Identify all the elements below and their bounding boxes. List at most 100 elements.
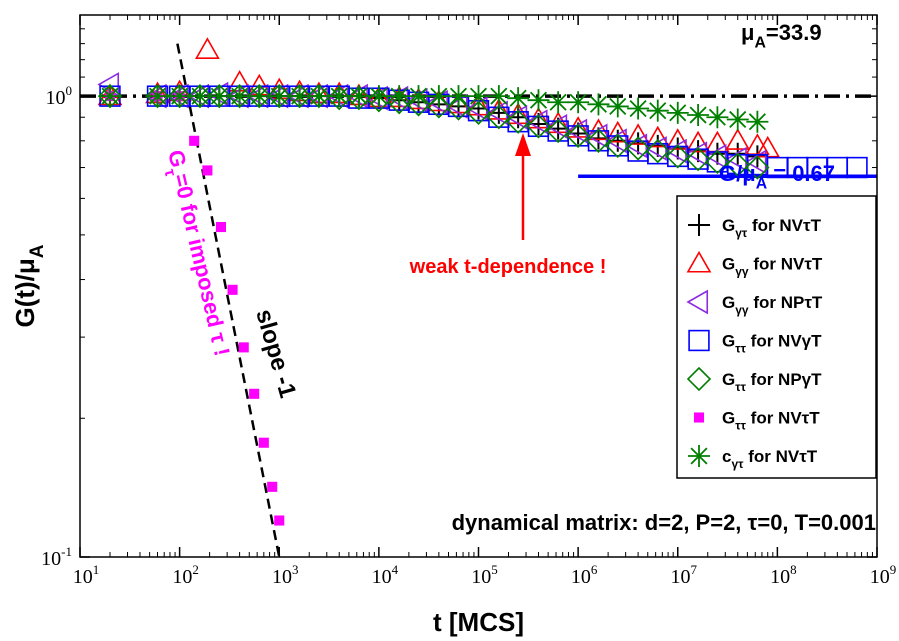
annotation-mu-a: μA=33.9 xyxy=(741,20,822,52)
x-tick-label: 107 xyxy=(671,562,698,588)
data-point xyxy=(685,130,711,153)
x-tick-label: 103 xyxy=(272,562,299,588)
data-point xyxy=(188,85,211,108)
data-point xyxy=(447,85,470,108)
data-point xyxy=(587,93,610,116)
y-tick-label: 100 xyxy=(46,83,73,109)
data-point xyxy=(367,85,390,108)
axis-ticks: 101 102 103 104 105 106 107 108 109 10-1 100 xyxy=(41,14,896,588)
data-point xyxy=(565,123,591,149)
y-axis-title: G(t)/μA xyxy=(10,244,48,327)
data-point xyxy=(406,92,431,117)
data-point xyxy=(249,388,260,399)
data-point xyxy=(605,133,630,159)
data-point xyxy=(704,144,727,169)
data-point xyxy=(267,481,278,492)
data-point xyxy=(248,85,271,108)
annotation-plateau: G/μA = 0.67 xyxy=(719,161,835,193)
data-point xyxy=(706,106,729,129)
data-point xyxy=(486,105,511,130)
data-point xyxy=(645,138,670,164)
data-point xyxy=(506,109,531,134)
legend-label: Gγγ for NVτT xyxy=(722,255,823,279)
data-point xyxy=(606,95,629,118)
data-point xyxy=(466,100,491,125)
data-point xyxy=(487,85,510,108)
data-point xyxy=(625,123,651,145)
plot-marks xyxy=(80,37,877,558)
legend-marker xyxy=(686,250,712,273)
data-point xyxy=(646,99,669,122)
data-point xyxy=(268,85,291,108)
data-point xyxy=(685,147,711,172)
reference-line-3 xyxy=(176,43,281,558)
data-point xyxy=(526,114,551,139)
data-point xyxy=(744,149,767,175)
data-point xyxy=(346,86,372,111)
legend-entry: Gττ for NVτT xyxy=(693,409,820,433)
legend-label: Gττ for NVγT xyxy=(722,332,822,356)
data-point xyxy=(685,141,708,167)
annotation-conditions: dynamical matrix: d=2, P=2, τ=0, T=0.001 xyxy=(452,510,876,535)
x-tick-label: 108 xyxy=(770,562,797,588)
y-tick-label: 10-1 xyxy=(41,544,72,570)
data-point xyxy=(665,144,690,169)
data-point xyxy=(307,85,330,108)
annotation-imposed: Gτ=0 for imposed τ ! xyxy=(157,148,235,360)
data-point xyxy=(725,152,750,177)
legend-label: cγτ for NVτT xyxy=(722,447,818,471)
data-point xyxy=(846,156,868,179)
data-point xyxy=(227,284,238,295)
series-7 xyxy=(98,85,769,133)
legend-marker xyxy=(688,329,710,352)
data-point xyxy=(238,342,249,353)
legend-marker xyxy=(693,412,705,423)
data-point xyxy=(407,85,430,108)
data-point xyxy=(387,90,412,115)
data-point xyxy=(726,108,749,131)
data-point xyxy=(586,118,611,141)
data-point xyxy=(228,85,251,108)
data-point xyxy=(627,97,650,120)
data-point xyxy=(189,135,200,146)
data-point xyxy=(687,104,710,127)
legend-marker xyxy=(688,445,710,467)
legend-entry: Gγγ for NVτT xyxy=(686,250,823,279)
x-axis-title: t [MCS] xyxy=(433,607,524,637)
x-tick-label: 101 xyxy=(73,562,100,588)
data-point xyxy=(446,96,471,121)
data-point xyxy=(507,87,530,110)
series-6 xyxy=(104,91,285,526)
annotation-weak-t-dependence: weak t-dependence ! xyxy=(409,256,607,278)
x-tick-label: 102 xyxy=(172,562,199,588)
data-point xyxy=(215,221,227,233)
data-point xyxy=(168,85,191,108)
annotation-slope: slope -1 xyxy=(250,306,301,401)
data-point xyxy=(705,149,730,175)
data-point xyxy=(388,85,411,108)
data-point xyxy=(467,85,490,108)
data-point xyxy=(258,437,269,448)
x-tick-label: 104 xyxy=(372,562,399,588)
legend-label: Gγτ for NVτT xyxy=(722,216,822,240)
x-tick-label: 106 xyxy=(571,562,598,588)
legend-marker xyxy=(686,366,712,392)
data-point xyxy=(208,85,231,108)
legend-marker xyxy=(688,214,710,236)
legend-entry: Gγτ for NVτT xyxy=(688,214,822,240)
data-point xyxy=(328,85,351,108)
data-point xyxy=(725,128,751,150)
legend-entry: Gττ for NPγT xyxy=(686,366,822,394)
data-point xyxy=(195,37,220,59)
annotation-arrow-head xyxy=(515,133,531,156)
data-point xyxy=(327,86,352,111)
x-tick-label: 105 xyxy=(471,562,498,588)
legend-label: Gγγ for NPτT xyxy=(722,293,823,317)
legend: Gγτ for NVτT Gγγ for NVτT Gγγ for NPτT Gττ … xyxy=(676,195,877,479)
data-point xyxy=(427,85,450,108)
data-point xyxy=(98,85,121,108)
data-point xyxy=(347,85,370,108)
legend-label: Gττ for NPγT xyxy=(722,370,822,394)
legend-box xyxy=(676,195,877,479)
